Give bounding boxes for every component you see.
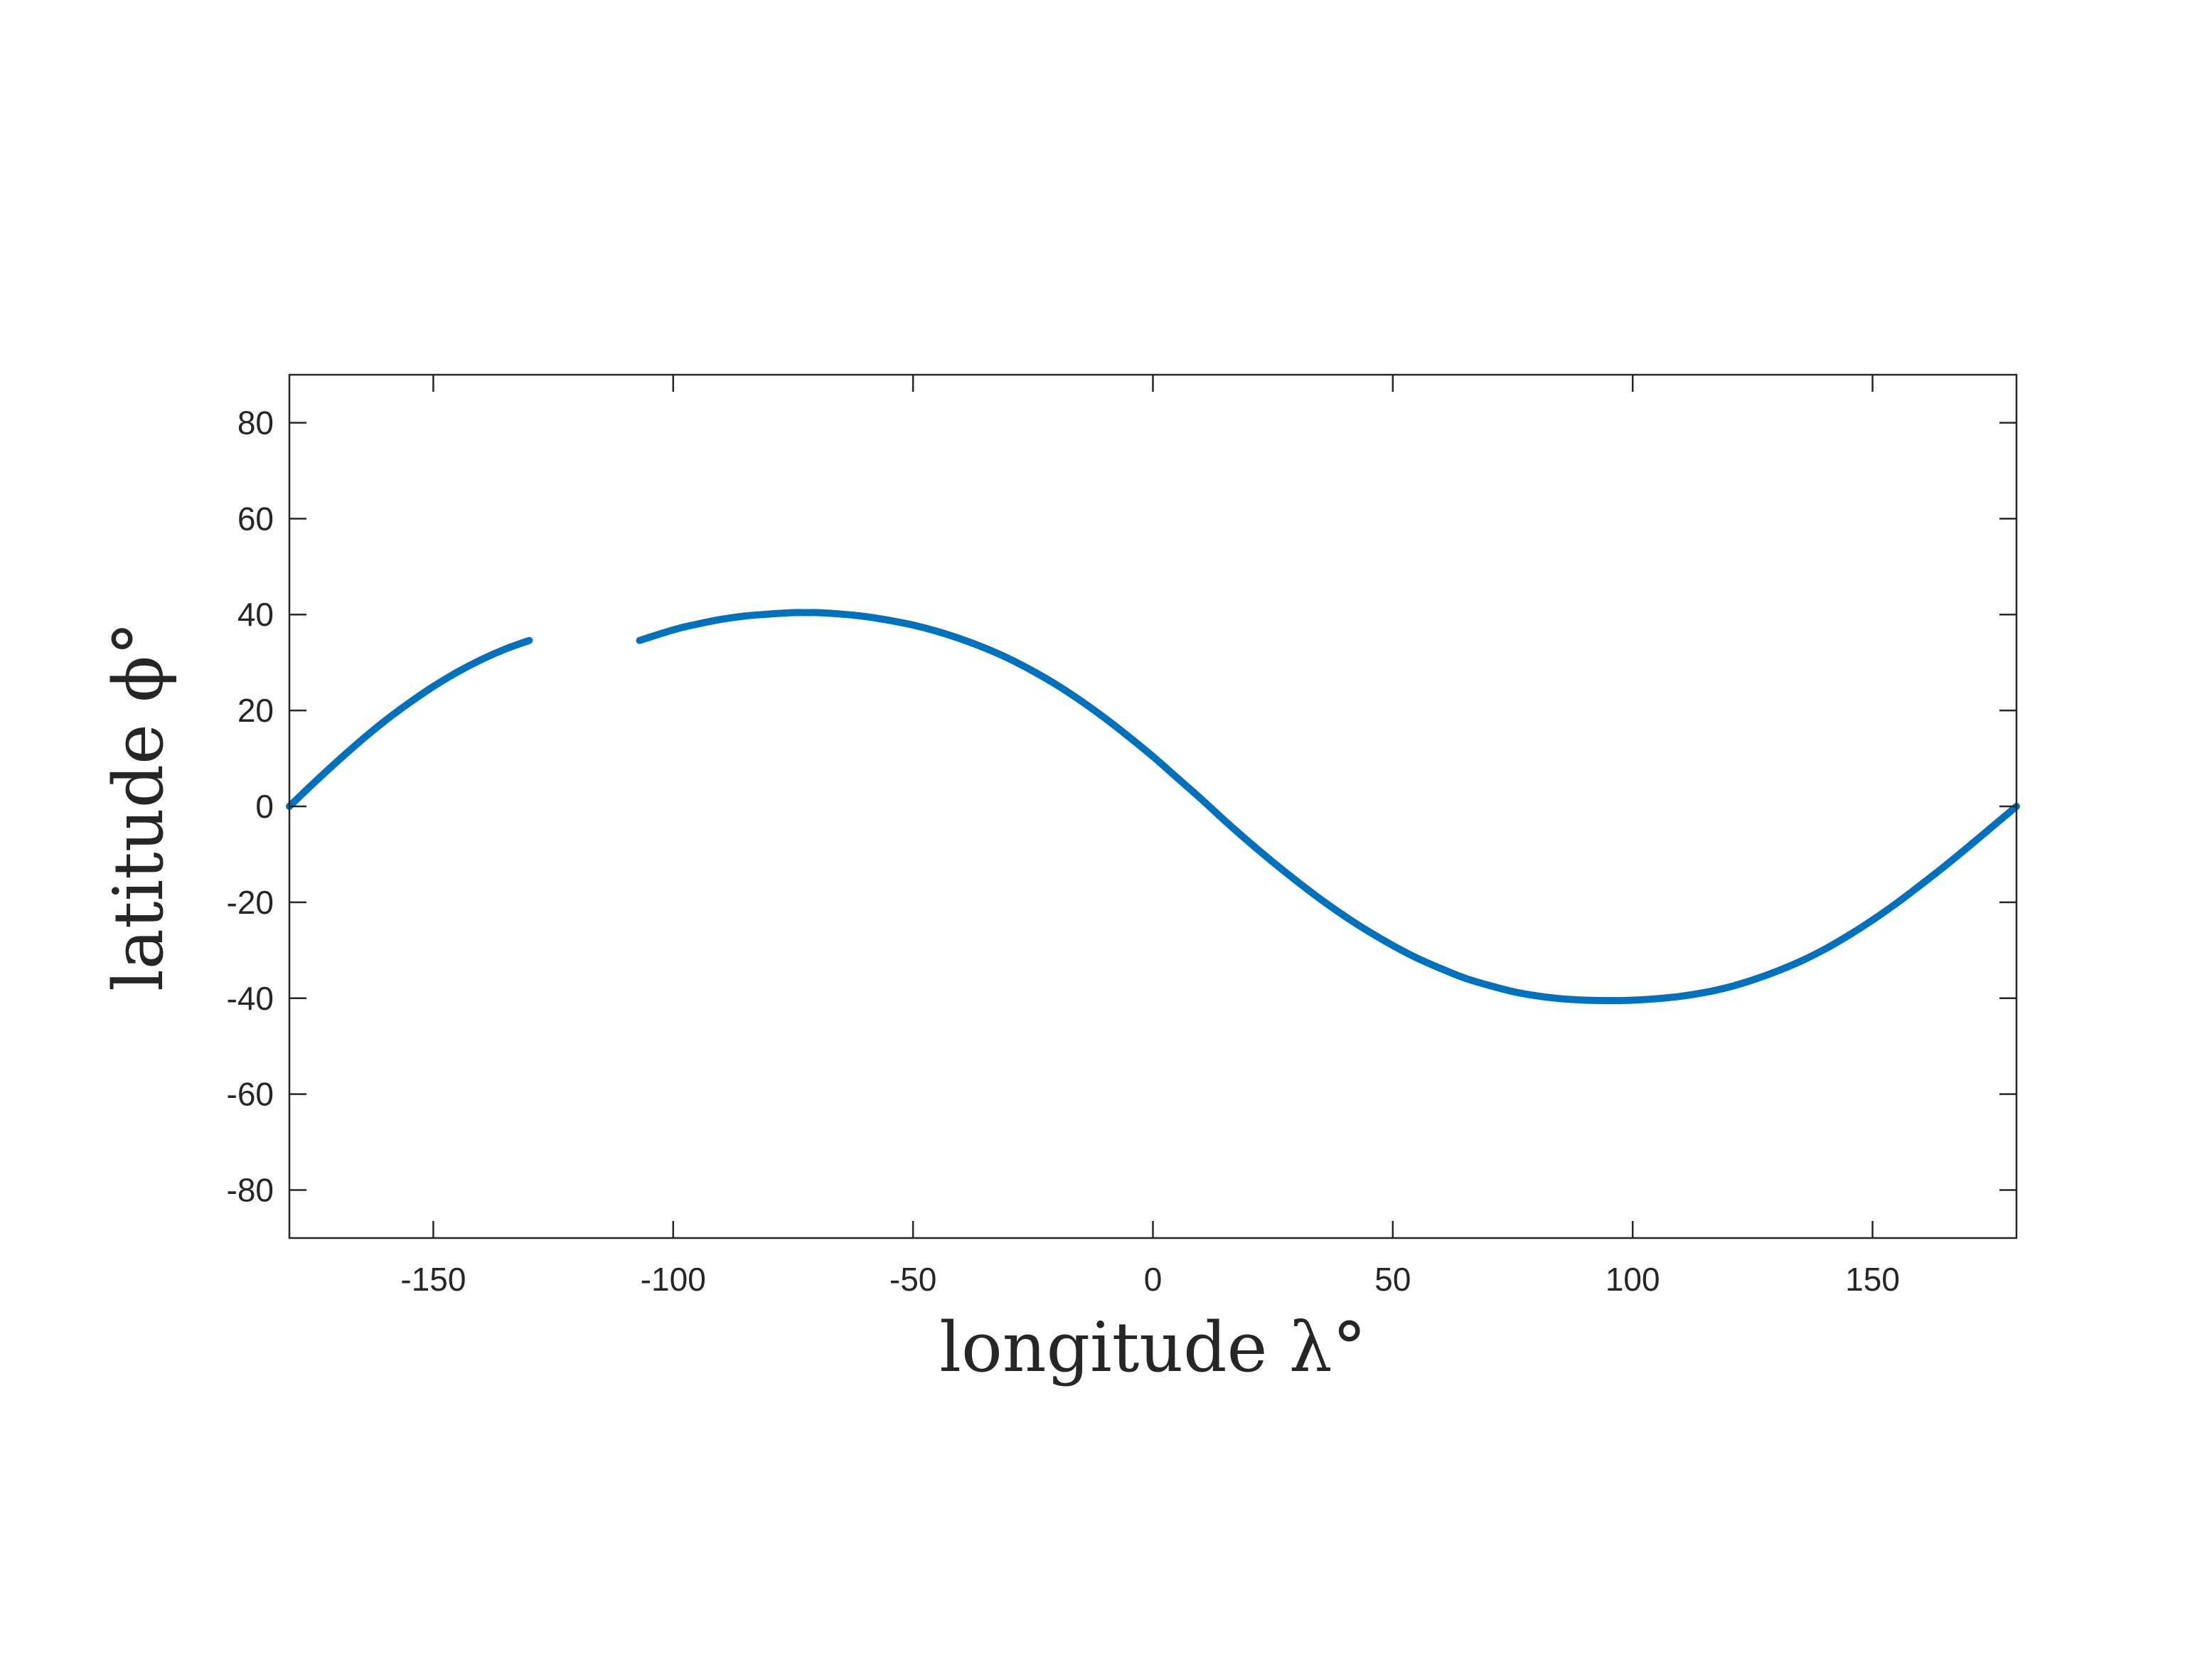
y-tick-label: -20 bbox=[227, 884, 274, 921]
series-line-segment bbox=[286, 636, 533, 810]
y-axis-title: latitude ϕ° bbox=[99, 622, 178, 991]
series-line-segment bbox=[636, 609, 2020, 1005]
ticks-layer bbox=[289, 375, 2016, 1238]
x-tick-label: 0 bbox=[1144, 1261, 1163, 1298]
y-tick-label: 20 bbox=[237, 692, 274, 729]
y-tick-label: 40 bbox=[237, 596, 274, 633]
y-tick-label: 0 bbox=[255, 788, 274, 825]
y-tick-label: -80 bbox=[227, 1172, 274, 1209]
axes-box bbox=[288, 373, 2018, 1239]
x-tick-label: -150 bbox=[400, 1261, 466, 1298]
y-tick-label: -60 bbox=[227, 1076, 274, 1113]
x-tick-label: -100 bbox=[641, 1261, 706, 1298]
x-axis-title: longitude λ° bbox=[939, 1308, 1367, 1387]
y-tick-label: 60 bbox=[237, 500, 274, 537]
x-tick-label: 150 bbox=[1845, 1261, 1900, 1298]
series-layer bbox=[286, 609, 2020, 1005]
plot-area-background bbox=[289, 375, 2016, 1238]
y-tick-label: 80 bbox=[237, 404, 274, 441]
x-tick-label: 100 bbox=[1605, 1261, 1660, 1298]
x-tick-label: 50 bbox=[1374, 1261, 1411, 1298]
x-tick-label: -50 bbox=[889, 1261, 936, 1298]
tick-labels-layer: -150 -100 -50 0 50 100 150 -80 -60 -40 -20 0 20 40 60 8… bbox=[227, 404, 1900, 1298]
y-tick-label: -40 bbox=[227, 980, 274, 1017]
